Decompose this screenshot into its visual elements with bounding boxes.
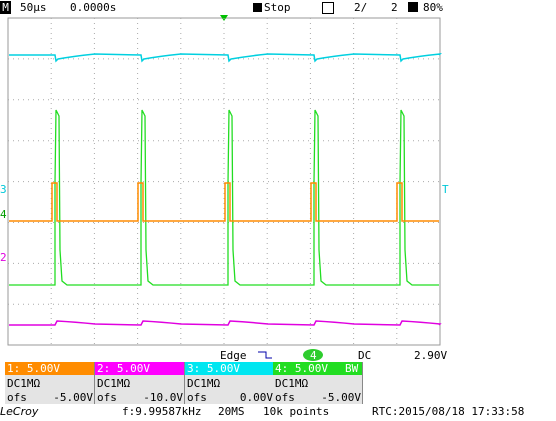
ch3-marker: 3 [0, 183, 7, 196]
ch2-marker: 2 [0, 251, 7, 264]
offset-label: ofs [7, 391, 27, 404]
trigger-level: 2.90V [414, 349, 448, 362]
channel-coupling: DC1MΩ [97, 377, 131, 390]
mode: M [2, 1, 9, 14]
trigger-coupling: DC [358, 349, 372, 362]
acq-icon [322, 2, 334, 14]
channel-label: 1: 5.00V [7, 362, 60, 375]
mode-badge: M [0, 1, 11, 14]
channel-header [273, 362, 362, 375]
trigger-source: 4 [310, 349, 317, 362]
edge-icon [258, 351, 272, 359]
channel-coupling: DC1MΩ [7, 377, 41, 390]
ch1-trace [9, 182, 439, 222]
acq-total: 2 [391, 1, 398, 14]
run-state: Stop [264, 1, 291, 14]
frequency: f:9.99587kHz [122, 405, 202, 418]
ch3-trace [9, 53, 443, 63]
channel-coupling: DC1MΩ [187, 377, 221, 390]
zoom: 80% [423, 1, 443, 14]
channel-coupling: DC1MΩ [275, 377, 309, 390]
trigger-type: Edge [220, 349, 247, 362]
brand: LeCroy [0, 405, 39, 418]
source-oval [303, 349, 323, 361]
offset-label: ofs [275, 391, 295, 404]
channel-offset: 0.00V [239, 391, 273, 404]
acq-count: 2/ [354, 1, 368, 14]
channel-header [95, 362, 184, 375]
channel-label: 4: 5.00V [275, 362, 328, 375]
delay: 0.0000s [70, 1, 117, 14]
rtc: RTC:2015/08/18 17:33:58 [372, 405, 525, 418]
channel-offset: -5.00V [321, 391, 361, 404]
channel-label: 3: 5.00V [187, 362, 240, 375]
stop-icon [253, 3, 262, 12]
ch2-trace [9, 320, 442, 326]
bw-limit: BW [345, 362, 359, 375]
channel-label: 2: 5.00V [97, 362, 150, 375]
channel-offset: -10.0V [143, 391, 183, 404]
channel-offset: -5.00V [53, 391, 93, 404]
trigger-level-marker: T [442, 183, 449, 196]
record-length: 10k points [263, 405, 330, 418]
offset-label: ofs [97, 391, 117, 404]
channel-header [5, 362, 94, 375]
channel-header [185, 362, 274, 375]
offset-label: ofs [187, 391, 207, 404]
ch4-marker: 4 [0, 208, 7, 221]
zoom-icon [408, 2, 418, 12]
timebase: 50µs [20, 1, 47, 14]
sample-rate: 20MS [218, 405, 245, 418]
